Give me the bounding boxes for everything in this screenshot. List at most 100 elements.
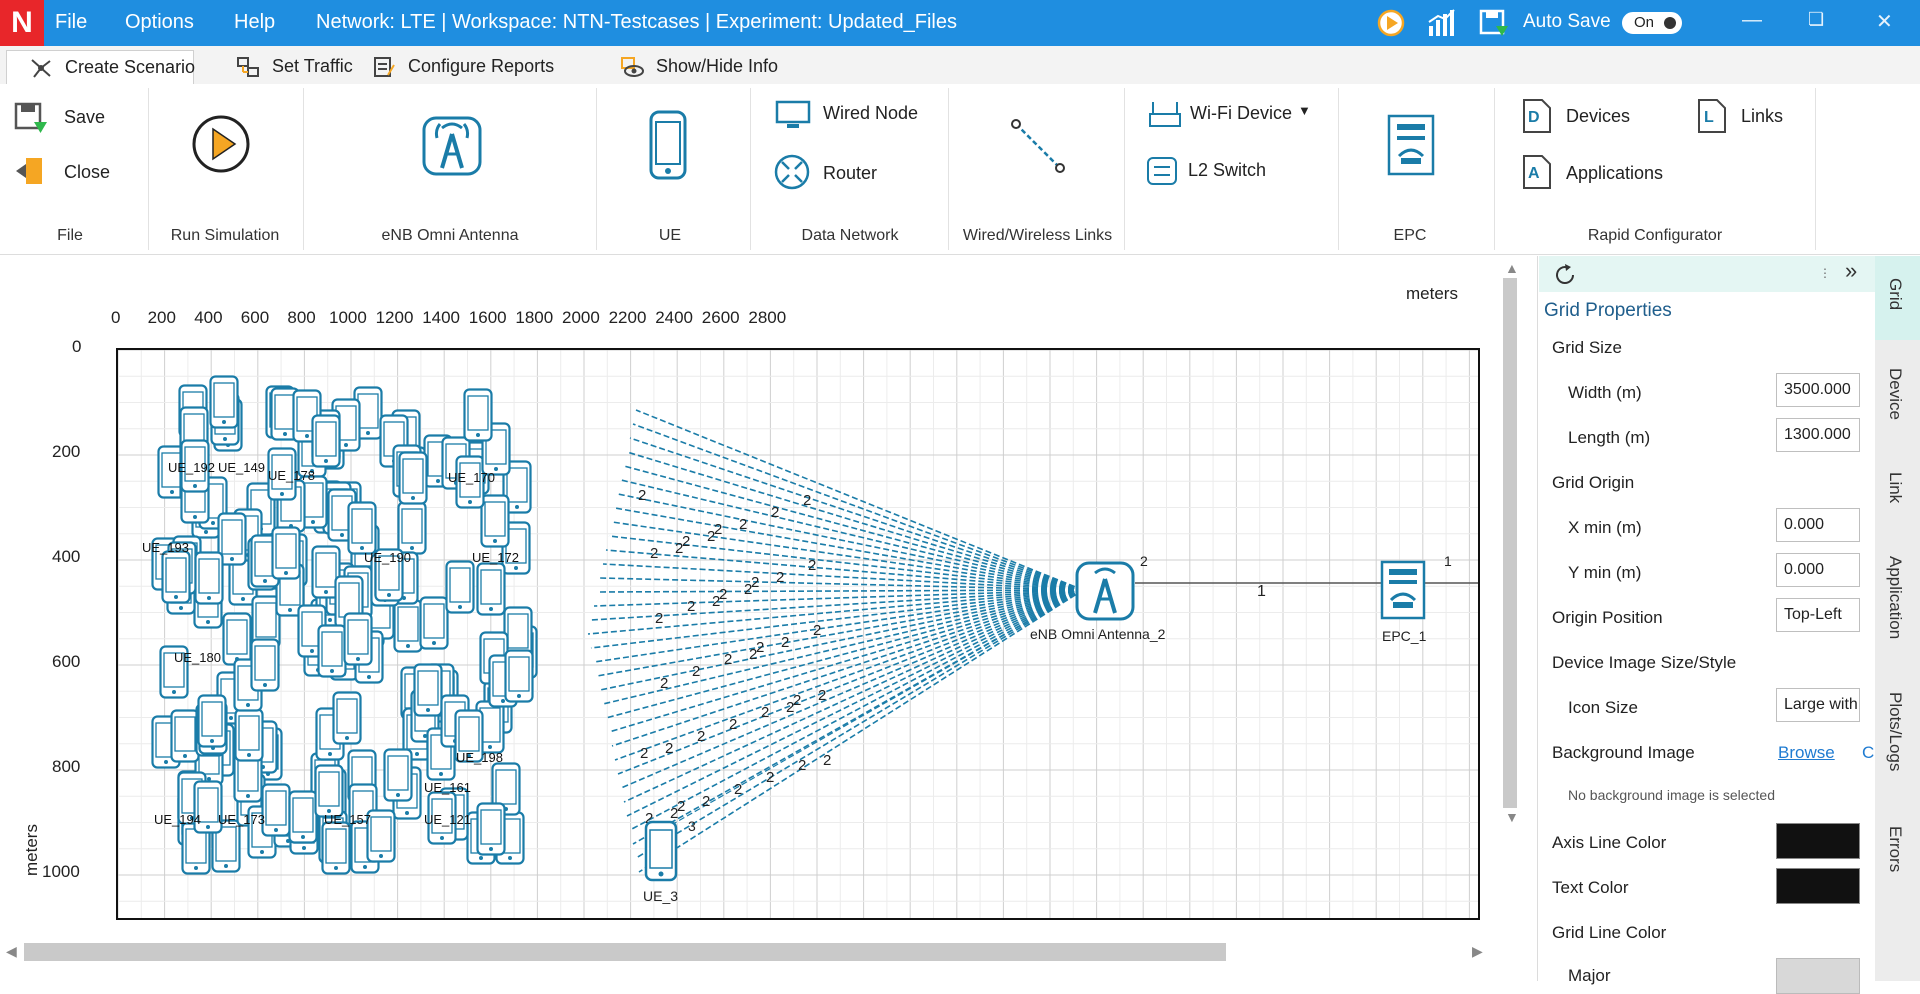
ue-node-icon[interactable]: [317, 624, 347, 683]
tab-create-scenario[interactable]: Create Scenario: [6, 50, 195, 84]
ue-node-icon[interactable]: [366, 809, 396, 868]
links-icon[interactable]: [1010, 118, 1066, 174]
vertical-scrollbar[interactable]: [1503, 278, 1517, 808]
ue-node-icon[interactable]: [161, 550, 191, 609]
menu-help[interactable]: Help: [234, 11, 276, 33]
ue-node-icon[interactable]: [463, 388, 493, 447]
ue-node-icon[interactable]: [217, 512, 247, 571]
close-icon[interactable]: ✕: [1876, 11, 1893, 33]
wireless-link-ue3[interactable]: [665, 589, 1084, 829]
side-tab-grid[interactable]: Grid: [1875, 256, 1920, 340]
clear-link[interactable]: C: [1862, 743, 1875, 762]
ue-node-icon[interactable]: [288, 790, 318, 849]
xmin-input[interactable]: 0.000: [1776, 508, 1860, 542]
length-input[interactable]: 1300.000: [1776, 418, 1860, 452]
epc-icon[interactable]: [1387, 114, 1435, 176]
tab-show-hide-info[interactable]: Show/Hide Info: [598, 50, 778, 84]
ue-node-icon[interactable]: [383, 748, 413, 807]
wireless-link[interactable]: [629, 437, 1084, 591]
ue-node-icon[interactable]: [181, 821, 211, 880]
major-color-swatch[interactable]: [1776, 958, 1860, 994]
epc-node-icon[interactable]: [1380, 560, 1426, 620]
run-simulation-icon[interactable]: [191, 114, 251, 174]
ue-node-icon[interactable]: [374, 548, 404, 607]
wireless-link[interactable]: [587, 589, 1084, 635]
collapse-icon[interactable]: ⋮: [1819, 266, 1831, 280]
ue-node-icon[interactable]: [343, 612, 373, 671]
ue-node-icon[interactable]: [222, 612, 252, 671]
wireless-link[interactable]: [593, 589, 1084, 663]
wireless-link[interactable]: [620, 589, 1084, 789]
chevron-down-icon[interactable]: ▼: [1298, 103, 1311, 118]
ue-node-icon[interactable]: [454, 709, 484, 768]
ue-node-icon[interactable]: [234, 708, 264, 767]
ue-node-icon[interactable]: [393, 599, 423, 658]
wireless-link[interactable]: [608, 535, 1084, 591]
wireless-link[interactable]: [605, 549, 1084, 591]
autosave-toggle[interactable]: On: [1622, 12, 1682, 34]
ue-node-icon[interactable]: [211, 818, 241, 878]
run-icon[interactable]: [1376, 8, 1406, 38]
metrics-chart-icon[interactable]: [1426, 8, 1456, 38]
ue-node-icon[interactable]: [476, 801, 506, 861]
wireless-link[interactable]: [590, 589, 1084, 621]
ue-node-icon[interactable]: [271, 526, 302, 585]
wireless-link[interactable]: [608, 589, 1084, 733]
ue-node-icon[interactable]: [503, 606, 533, 665]
ue-node-icon[interactable]: [209, 375, 239, 434]
ue-node-icon[interactable]: [250, 638, 280, 697]
wireless-link[interactable]: [629, 589, 1084, 831]
refresh-icon[interactable]: [1553, 263, 1577, 287]
ue-node-icon[interactable]: [504, 649, 534, 708]
enb-antenna-icon[interactable]: [422, 116, 482, 176]
wireless-link[interactable]: [590, 589, 1084, 649]
scroll-down-icon[interactable]: ▼: [1505, 809, 1519, 825]
horizontal-scrollbar[interactable]: [24, 943, 1226, 961]
ue-node-icon[interactable]: [261, 783, 291, 842]
wireless-link[interactable]: [605, 589, 1084, 719]
wireless-link[interactable]: [599, 589, 1084, 691]
ue-node-icon[interactable]: [502, 460, 532, 519]
ue-node-icon[interactable]: [157, 444, 187, 504]
minimize-icon[interactable]: —: [1742, 9, 1762, 31]
ue-node-icon[interactable]: [314, 764, 345, 823]
ue-node-icon[interactable]: [267, 447, 297, 506]
ue-node-icon[interactable]: [311, 414, 341, 473]
wireless-link[interactable]: [626, 589, 1084, 817]
wireless-link[interactable]: [620, 479, 1084, 591]
ue-node-icon[interactable]: [192, 779, 223, 839]
tab-configure-reports[interactable]: Configure Reports: [350, 50, 554, 84]
wireless-link[interactable]: [611, 589, 1084, 747]
width-input[interactable]: 3500.000: [1776, 373, 1860, 407]
wireless-link[interactable]: [635, 589, 1084, 859]
axis-line-color-swatch[interactable]: [1776, 823, 1860, 859]
ue-node-icon[interactable]: [455, 455, 485, 514]
side-tab-errors[interactable]: Errors: [1886, 826, 1905, 873]
side-tab-link[interactable]: Link: [1886, 472, 1905, 504]
origin-position-select[interactable]: Top-Left: [1776, 598, 1860, 632]
ymin-input[interactable]: 0.000: [1776, 553, 1860, 587]
enb-node-icon[interactable]: [1075, 561, 1135, 621]
ue-node-icon[interactable]: [480, 494, 510, 553]
ue-node-icon[interactable]: [445, 560, 475, 619]
wireless-link[interactable]: [623, 589, 1084, 803]
scroll-left-icon[interactable]: ◀: [6, 943, 17, 959]
tab-set-traffic[interactable]: Set Traffic: [214, 50, 353, 84]
ue-node-icon[interactable]: [311, 545, 341, 604]
ue-node-icon[interactable]: [398, 451, 429, 510]
side-tab-application[interactable]: Application: [1886, 556, 1905, 640]
double-chevron-icon[interactable]: »: [1845, 258, 1858, 283]
ue-node-icon[interactable]: [170, 709, 201, 768]
menu-options[interactable]: Options: [125, 11, 194, 33]
ue-node-icon[interactable]: [270, 387, 300, 446]
ue-node-icon[interactable]: [501, 521, 532, 580]
wireless-link[interactable]: [602, 563, 1084, 591]
ue-phone-icon[interactable]: [649, 110, 687, 180]
icon-size-select[interactable]: Large with: [1776, 688, 1860, 722]
wireless-link[interactable]: [638, 589, 1084, 873]
wireless-link[interactable]: [626, 451, 1084, 591]
ue-node-icon[interactable]: [180, 439, 210, 498]
restore-icon[interactable]: ❏: [1808, 9, 1825, 29]
wireless-link[interactable]: [617, 493, 1084, 591]
wireless-link[interactable]: [596, 589, 1084, 677]
